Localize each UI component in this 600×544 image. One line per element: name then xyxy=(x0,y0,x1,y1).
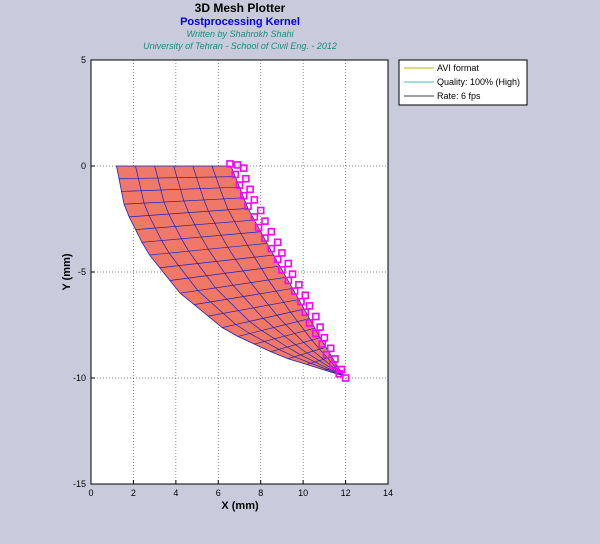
marker-point xyxy=(235,181,244,189)
marker-point xyxy=(335,369,344,378)
marker-point xyxy=(261,217,269,225)
mesh-lines xyxy=(118,165,344,377)
marker-point xyxy=(278,249,286,257)
mesh-radial-line xyxy=(124,197,244,205)
mesh-radial-line xyxy=(141,231,261,243)
marker-point xyxy=(284,259,293,268)
figure-title: 3D Mesh Plotter xyxy=(195,1,286,15)
marker-layer xyxy=(226,160,350,382)
x-tick-label: 4 xyxy=(173,488,178,498)
mesh-radial-line xyxy=(180,276,287,294)
marker-point xyxy=(273,238,282,247)
marker-point xyxy=(341,374,350,382)
marker-point xyxy=(250,213,259,221)
marker-point xyxy=(322,350,331,359)
marker-point xyxy=(254,223,263,232)
mesh-radial-line xyxy=(194,288,293,305)
affiliation-credit: University of Tehran - School of Civil E… xyxy=(143,41,337,51)
x-axis-label: X (mm) xyxy=(221,500,259,512)
marker-point xyxy=(239,164,248,172)
marker-point xyxy=(242,174,250,183)
mesh-radial-line xyxy=(121,186,240,192)
x-tick-label: 6 xyxy=(216,488,221,498)
marker-point xyxy=(295,280,303,289)
mesh-radial-line xyxy=(208,299,299,317)
mesh-radial-line xyxy=(287,346,327,360)
legend-item-rate: Rate: 6 fps xyxy=(437,91,481,101)
marker-point xyxy=(316,323,324,331)
mesh-radial-line xyxy=(135,219,255,230)
y-tick-label: -5 xyxy=(78,267,86,277)
marker-point xyxy=(305,302,314,310)
y-axis-label: Y (mm) xyxy=(61,253,73,290)
x-tick-label: 0 xyxy=(88,488,93,498)
marker-point xyxy=(318,340,327,348)
x-tick-label: 10 xyxy=(298,488,308,498)
mesh-layer xyxy=(116,160,350,382)
x-tick-label: 12 xyxy=(341,488,351,498)
marker-point xyxy=(301,291,310,300)
marker-point xyxy=(250,196,259,204)
marker-point xyxy=(329,361,337,370)
x-tick-label: 8 xyxy=(258,488,263,498)
marker-point xyxy=(267,227,276,236)
marker-point xyxy=(312,312,320,321)
marker-point xyxy=(301,308,310,317)
figure-subtitle: Postprocessing Kernel xyxy=(180,16,300,28)
mesh-radial-line xyxy=(237,318,310,337)
mesh-radial-line xyxy=(149,243,268,256)
marker-point xyxy=(226,160,234,168)
marker-point xyxy=(297,297,305,306)
mesh-radial-line xyxy=(169,265,280,281)
x-tick-label: 2 xyxy=(131,488,136,498)
marker-point xyxy=(288,270,297,278)
marker-point xyxy=(256,206,265,215)
y-tick-label: -10 xyxy=(73,373,86,383)
mesh-radial-line xyxy=(129,208,249,218)
mesh-radial-line xyxy=(222,308,305,328)
marker-point xyxy=(267,244,276,253)
legend-item-avi: AVI format xyxy=(437,63,479,73)
marker-point xyxy=(337,365,346,374)
marker-point xyxy=(273,255,282,264)
legend: AVI format Quality: 100% (High) Rate: 6 … xyxy=(398,59,528,106)
marker-point xyxy=(284,276,293,285)
author-credit: Written by Shahrokh Shahi xyxy=(186,29,294,39)
marker-point xyxy=(290,287,299,295)
mesh-radial-line xyxy=(254,327,315,345)
marker-point xyxy=(326,344,335,353)
marker-point xyxy=(246,185,254,194)
marker-point xyxy=(231,170,240,179)
marker-point xyxy=(305,319,314,327)
axis-ticks: 0 2 4 6 8 10 12 14 5 0 -5 -10 -15 xyxy=(73,55,393,498)
y-tick-label: 5 xyxy=(81,55,86,65)
y-tick-label: 0 xyxy=(81,161,86,171)
marker-point xyxy=(244,202,252,211)
mesh-radial-line xyxy=(270,337,321,353)
marker-point xyxy=(239,191,248,200)
y-tick-label: -15 xyxy=(73,479,86,489)
marker-point xyxy=(278,266,286,274)
mesh-radial-line xyxy=(159,254,274,269)
marker-point xyxy=(312,329,320,338)
legend-item-quality: Quality: 100% (High) xyxy=(437,77,520,87)
mesh-radial-line xyxy=(118,176,236,180)
x-tick-label: 14 xyxy=(383,488,393,498)
marker-point xyxy=(261,234,269,242)
